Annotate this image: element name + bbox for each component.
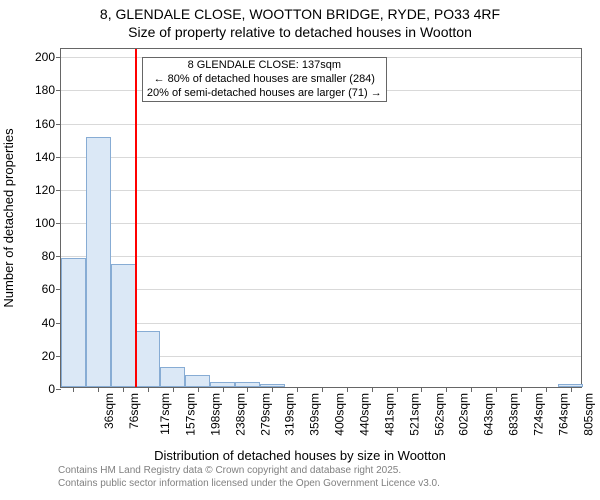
property-marker-line bbox=[135, 49, 137, 387]
xtick-label: 481sqm bbox=[383, 393, 397, 436]
xtick-mark bbox=[247, 387, 248, 392]
xtick-label: 359sqm bbox=[308, 393, 322, 436]
xtick-mark bbox=[546, 387, 547, 392]
xtick-label: 724sqm bbox=[532, 393, 546, 436]
gridline-h bbox=[61, 157, 581, 158]
chart-container: { "title_line1": "8, GLENDALE CLOSE, WOO… bbox=[0, 0, 600, 500]
ytick-label: 80 bbox=[42, 249, 55, 263]
xtick-mark bbox=[173, 387, 174, 392]
chart-title-line2: Size of property relative to detached ho… bbox=[0, 24, 600, 40]
xtick-mark bbox=[446, 387, 447, 392]
xtick-label: 319sqm bbox=[283, 393, 297, 436]
gridline-h bbox=[61, 190, 581, 191]
copyright-notice: Contains HM Land Registry data © Crown c… bbox=[58, 465, 440, 490]
annotation-box: 8 GLENDALE CLOSE: 137sqm← 80% of detache… bbox=[142, 57, 387, 102]
ytick-label: 40 bbox=[42, 316, 55, 330]
xtick-label: 279sqm bbox=[258, 393, 272, 436]
ytick-label: 140 bbox=[35, 150, 55, 164]
xtick-label: 440sqm bbox=[358, 393, 372, 436]
xtick-mark bbox=[471, 387, 472, 392]
ytick-mark bbox=[56, 389, 61, 390]
copyright-line1: Contains HM Land Registry data © Crown c… bbox=[58, 465, 440, 478]
gridline-h bbox=[61, 289, 581, 290]
xtick-label: 238sqm bbox=[233, 393, 247, 436]
xtick-label: 683sqm bbox=[507, 393, 521, 436]
histogram-bar bbox=[111, 264, 136, 387]
histogram-bar bbox=[136, 331, 161, 387]
xtick-label: 117sqm bbox=[158, 393, 172, 435]
ytick-mark bbox=[56, 57, 61, 58]
plot-area: 02040608010012014016018020036sqm76sqm117… bbox=[60, 48, 582, 388]
xtick-mark bbox=[73, 387, 74, 392]
xtick-mark bbox=[223, 387, 224, 392]
ytick-label: 0 bbox=[48, 382, 55, 396]
histogram-bar bbox=[61, 258, 86, 387]
ytick-label: 60 bbox=[42, 282, 55, 296]
ytick-label: 120 bbox=[35, 183, 55, 197]
histogram-bar bbox=[185, 375, 210, 387]
gridline-h bbox=[61, 256, 581, 257]
gridline-h bbox=[61, 124, 581, 125]
xtick-mark bbox=[571, 387, 572, 392]
xtick-mark bbox=[397, 387, 398, 392]
xtick-mark bbox=[372, 387, 373, 392]
ytick-label: 180 bbox=[35, 83, 55, 97]
xtick-mark bbox=[421, 387, 422, 392]
ytick-mark bbox=[56, 157, 61, 158]
ytick-label: 200 bbox=[35, 50, 55, 64]
xtick-mark bbox=[198, 387, 199, 392]
ytick-label: 160 bbox=[35, 117, 55, 131]
ytick-label: 20 bbox=[42, 349, 55, 363]
x-axis-label: Distribution of detached houses by size … bbox=[0, 448, 600, 463]
copyright-line2: Contains public sector information licen… bbox=[58, 478, 440, 491]
ytick-label: 100 bbox=[35, 216, 55, 230]
xtick-mark bbox=[148, 387, 149, 392]
gridline-h bbox=[61, 223, 581, 224]
annotation-title: 8 GLENDALE CLOSE: 137sqm bbox=[147, 59, 382, 73]
ytick-mark bbox=[56, 90, 61, 91]
histogram-bar bbox=[160, 367, 185, 387]
xtick-label: 562sqm bbox=[432, 393, 446, 436]
xtick-label: 643sqm bbox=[482, 393, 496, 436]
xtick-label: 764sqm bbox=[557, 393, 571, 436]
xtick-mark bbox=[123, 387, 124, 392]
xtick-mark bbox=[521, 387, 522, 392]
xtick-label: 521sqm bbox=[407, 393, 421, 436]
xtick-label: 602sqm bbox=[457, 393, 471, 436]
chart-title-line1: 8, GLENDALE CLOSE, WOOTTON BRIDGE, RYDE,… bbox=[0, 6, 600, 22]
xtick-label: 805sqm bbox=[581, 393, 595, 436]
annotation-line1: ← 80% of detached houses are smaller (28… bbox=[147, 73, 382, 87]
xtick-mark bbox=[98, 387, 99, 392]
gridline-h bbox=[61, 323, 581, 324]
xtick-label: 198sqm bbox=[209, 393, 223, 436]
ytick-mark bbox=[56, 124, 61, 125]
xtick-mark bbox=[297, 387, 298, 392]
xtick-mark bbox=[347, 387, 348, 392]
xtick-label: 36sqm bbox=[102, 393, 116, 429]
xtick-label: 400sqm bbox=[333, 393, 347, 436]
xtick-mark bbox=[322, 387, 323, 392]
y-axis-label: Number of detached properties bbox=[1, 128, 16, 307]
xtick-mark bbox=[496, 387, 497, 392]
histogram-bar bbox=[86, 137, 111, 387]
xtick-label: 157sqm bbox=[184, 393, 198, 436]
ytick-mark bbox=[56, 190, 61, 191]
xtick-label: 76sqm bbox=[127, 393, 141, 429]
xtick-mark bbox=[272, 387, 273, 392]
annotation-line2: 20% of semi-detached houses are larger (… bbox=[147, 87, 382, 101]
ytick-mark bbox=[56, 223, 61, 224]
